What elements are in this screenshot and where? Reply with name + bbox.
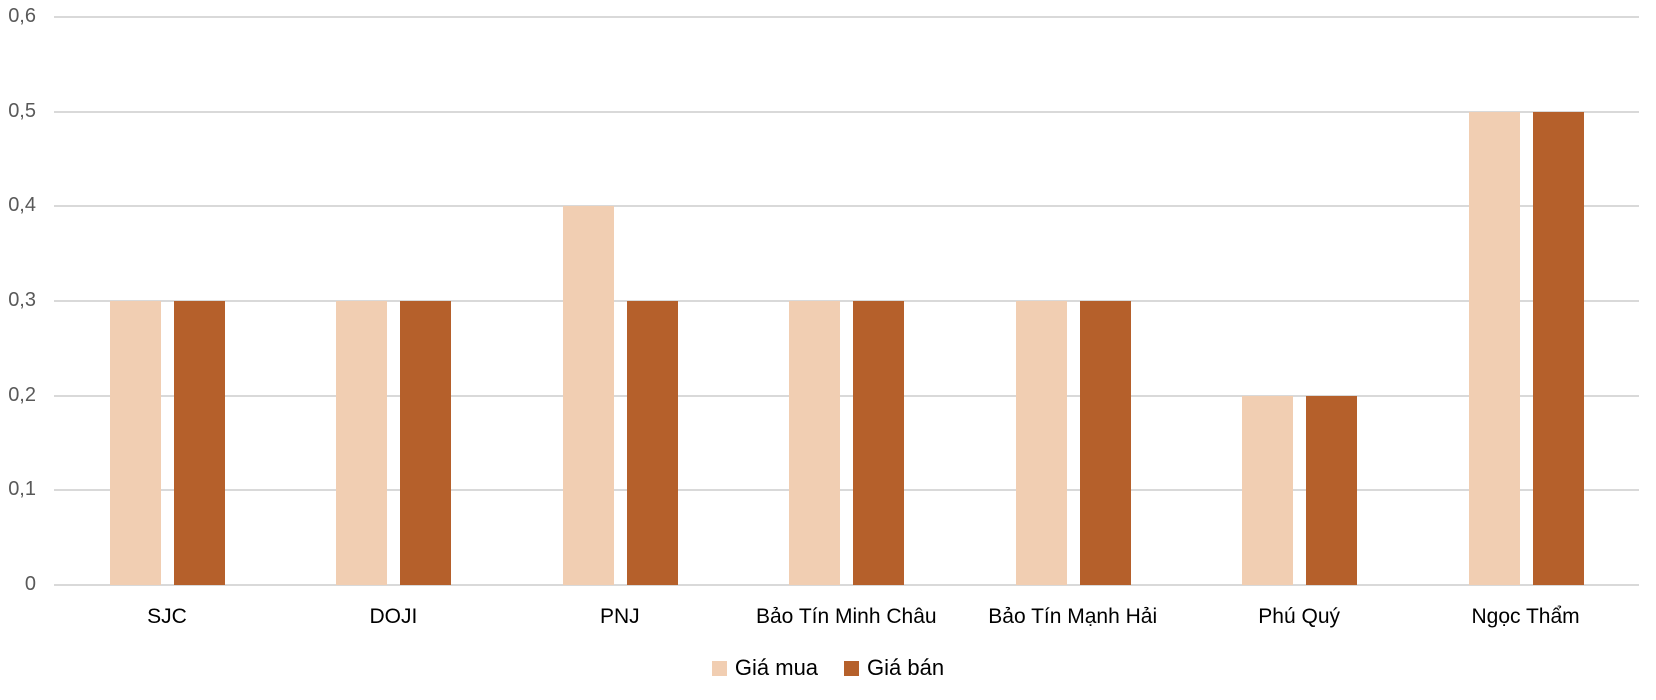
x-tick-label: SJC — [147, 605, 187, 628]
legend-item-gia-mua: Giá mua — [711, 655, 819, 680]
bar-gia-ban — [174, 301, 225, 585]
x-tick-label: Ngọc Thẩm — [1471, 605, 1580, 628]
x-tick-label: Phú Quý — [1258, 605, 1340, 628]
y-tick-label: 0,4 — [8, 194, 36, 217]
legend-item-gia-ban: Giá bán — [844, 656, 944, 680]
bar-gia-ban — [1532, 111, 1584, 585]
y-tick-label: 0,6 — [8, 5, 36, 27]
gridline — [54, 110, 1639, 113]
gridline — [54, 300, 1639, 302]
legend-swatch-icon — [711, 660, 727, 676]
y-tick-label: 0,5 — [8, 99, 36, 122]
legend-label: Giá bán — [867, 655, 945, 680]
bar-gia-ban — [626, 301, 678, 585]
y-tick-label: 0,1 — [8, 478, 36, 501]
bar-gia-mua — [1468, 111, 1520, 585]
y-tick-label: 0,3 — [8, 289, 36, 311]
bar-gia-mua — [336, 301, 388, 585]
gridline — [54, 584, 1639, 586]
x-tick-label: PNJ — [600, 605, 640, 628]
bar-gia-mua — [1015, 301, 1067, 585]
x-tick-label: Bảo Tín Mạnh Hải — [988, 605, 1158, 628]
y-tick-label: 0 — [24, 573, 36, 595]
legend: Giá mua Giá bán — [0, 656, 1656, 680]
gridline — [54, 489, 1639, 492]
bar-gia-ban — [400, 301, 452, 585]
gridline — [54, 394, 1639, 397]
y-tick-label: 0,2 — [8, 383, 36, 406]
bar-gia-mua — [1242, 395, 1294, 585]
x-tick-label: DOJI — [369, 605, 418, 628]
bar-gia-mua — [789, 301, 841, 585]
bar-gia-ban — [1306, 395, 1358, 585]
bar-gia-mua — [110, 301, 161, 585]
bar-gia-mua — [562, 206, 614, 585]
legend-swatch-icon — [844, 660, 860, 676]
legend-label: Giá mua — [734, 655, 819, 680]
gridline — [54, 16, 1639, 18]
x-tick-label: Bảo Tín Minh Châu — [756, 605, 937, 628]
gridline — [54, 205, 1639, 208]
bar-gia-ban — [1079, 301, 1131, 585]
bar-gia-ban — [853, 301, 905, 585]
